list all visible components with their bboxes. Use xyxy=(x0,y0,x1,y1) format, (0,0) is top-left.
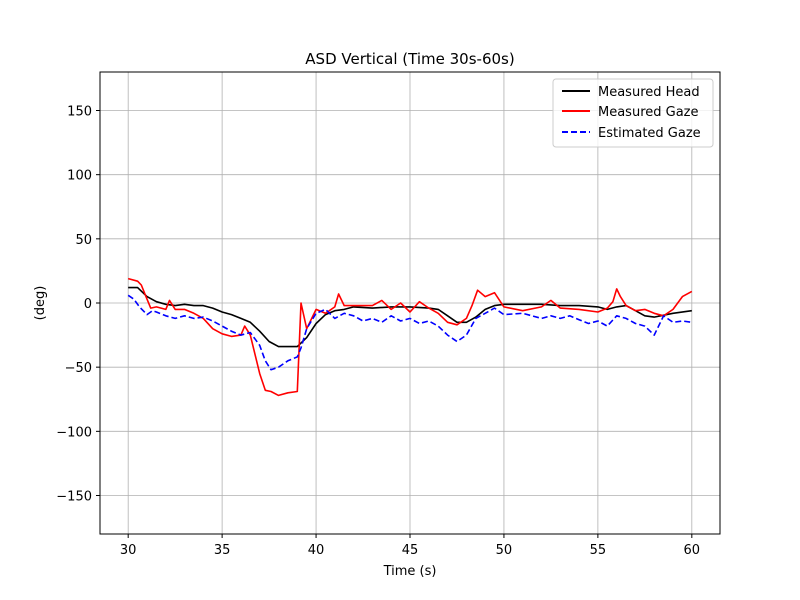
legend-box xyxy=(552,78,714,148)
y-tick-label: −50 xyxy=(65,361,92,376)
y-tick-label: 0 xyxy=(84,297,92,312)
legend-label-measured-head: Measured Head xyxy=(598,85,700,100)
y-axis-label: (deg) xyxy=(33,286,48,321)
x-tick-label: 35 xyxy=(214,543,231,558)
y-tick-label: −150 xyxy=(56,490,92,505)
series-line-estimated-gaze xyxy=(127,294,692,371)
x-tick-label: 45 xyxy=(402,543,419,558)
x-tick-label: 60 xyxy=(684,543,701,558)
x-axis-label: Time (s) xyxy=(383,564,437,579)
x-tick-label: 40 xyxy=(308,543,325,558)
y-tick-label: 150 xyxy=(67,105,92,120)
series-line-measured-head xyxy=(128,286,692,348)
y-tick-label: 50 xyxy=(75,233,92,248)
chart-title: ASD Vertical (Time 30s-60s) xyxy=(305,50,514,68)
y-tick-label: −100 xyxy=(56,425,92,440)
x-tick-label: 55 xyxy=(590,543,607,558)
y-tick-label: 100 xyxy=(67,169,92,184)
ticks: 30 35 40 45 50 55 60 150 100 50 0 −50 −100 −150 xyxy=(56,105,700,559)
x-tick-label: 30 xyxy=(120,543,137,558)
series-lines xyxy=(127,277,693,397)
legend-label-measured-gaze: Measured Gaze xyxy=(598,105,699,120)
grid xyxy=(100,72,720,534)
legend-label-estimated-gaze: Estimated Gaze xyxy=(598,126,701,141)
x-tick-label: 50 xyxy=(496,543,513,558)
legend: Measured Head Measured Gaze Estimated Ga… xyxy=(552,78,714,148)
